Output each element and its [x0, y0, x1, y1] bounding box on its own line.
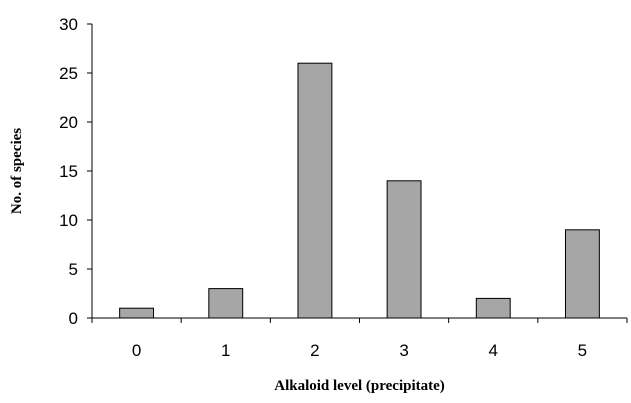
- x-tick-label: 5: [578, 341, 587, 360]
- bar-2: [297, 62, 333, 319]
- x-axis-title: Alkaloid level (precipitate): [274, 378, 445, 394]
- y-tick-label: 25: [59, 64, 78, 83]
- y-tick-label: 5: [69, 260, 78, 279]
- x-tick-label: 4: [489, 341, 498, 360]
- bar-0: [119, 307, 155, 319]
- axes-layer: [91, 24, 627, 319]
- y-tick-label: 10: [59, 211, 78, 230]
- bar-4: [475, 297, 511, 319]
- x-tick-label: 0: [132, 341, 141, 360]
- x-tick-label: 3: [399, 341, 408, 360]
- bar-5: [564, 229, 600, 319]
- y-axis-title: No. of species: [9, 128, 25, 214]
- y-tick-label: 0: [69, 309, 78, 328]
- bar-1: [208, 288, 244, 319]
- bar-3: [386, 180, 422, 319]
- x-ticks: 0 1 2 3 4 5: [91, 318, 628, 360]
- y-tick-label: 20: [59, 113, 78, 132]
- x-tick-label: 2: [310, 341, 319, 360]
- bars-layer: [119, 62, 600, 319]
- x-tick-label: 1: [221, 341, 230, 360]
- y-ticks: 0 5 10 15 20 25 30: [59, 15, 92, 328]
- y-tick-label: 15: [59, 162, 78, 181]
- y-tick-label: 30: [59, 15, 78, 34]
